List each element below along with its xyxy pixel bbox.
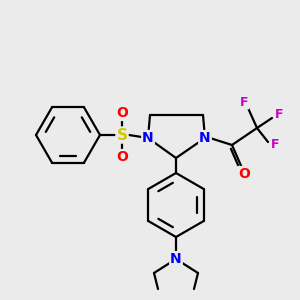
Text: O: O xyxy=(116,150,128,164)
Text: N: N xyxy=(170,252,182,266)
Text: N: N xyxy=(142,131,154,145)
Text: O: O xyxy=(238,167,250,181)
Text: O: O xyxy=(116,106,128,120)
Text: S: S xyxy=(116,128,128,142)
Text: F: F xyxy=(271,137,279,151)
Text: F: F xyxy=(275,107,283,121)
Text: N: N xyxy=(199,131,211,145)
Text: F: F xyxy=(240,95,248,109)
